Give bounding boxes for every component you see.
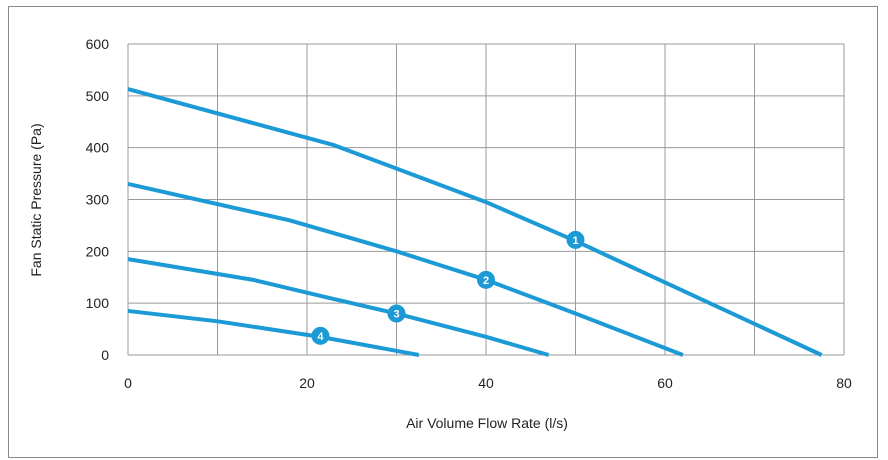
series-marker-2 [477, 270, 495, 289]
y-tick-label: 600 [86, 36, 110, 52]
series-line-1 [127, 87, 823, 357]
y-tick-label: 200 [86, 243, 110, 259]
y-axis-ticks: 0 100 200 300 400 500 600 [86, 36, 110, 363]
x-axis-label: Air Volume Flow Rate (l/s) [406, 415, 568, 431]
series-marker-4 [311, 326, 330, 345]
series-marker-label: 1 [572, 235, 578, 247]
x-axis-ticks: 0 20 40 60 80 [124, 375, 852, 391]
x-tick-label: 0 [124, 375, 132, 391]
series-marker-3 [387, 304, 406, 323]
series-line-3 [127, 257, 550, 357]
x-tick-label: 20 [299, 375, 315, 391]
y-tick-label: 0 [101, 347, 109, 363]
y-tick-label: 400 [86, 140, 110, 156]
x-tick-label: 60 [657, 375, 673, 391]
y-axis-label: Fan Static Pressure (Pa) [28, 123, 44, 276]
chart-frame [8, 6, 878, 458]
y-tick-label: 100 [86, 295, 110, 311]
series-marker-label: 3 [393, 309, 399, 321]
series-line-2 [127, 181, 684, 357]
series-marker-label: 2 [483, 275, 489, 287]
grid [127, 43, 845, 356]
y-tick-label: 500 [86, 88, 110, 104]
series-line-4 [127, 308, 420, 357]
series-marker-1 [566, 230, 585, 249]
series-marker-label: 4 [317, 331, 324, 343]
x-tick-label: 80 [836, 375, 852, 391]
series-markers: 1 2 3 4 [311, 230, 585, 345]
x-tick-label: 40 [478, 375, 494, 391]
series-lines [127, 87, 823, 357]
y-tick-label: 300 [86, 192, 110, 208]
